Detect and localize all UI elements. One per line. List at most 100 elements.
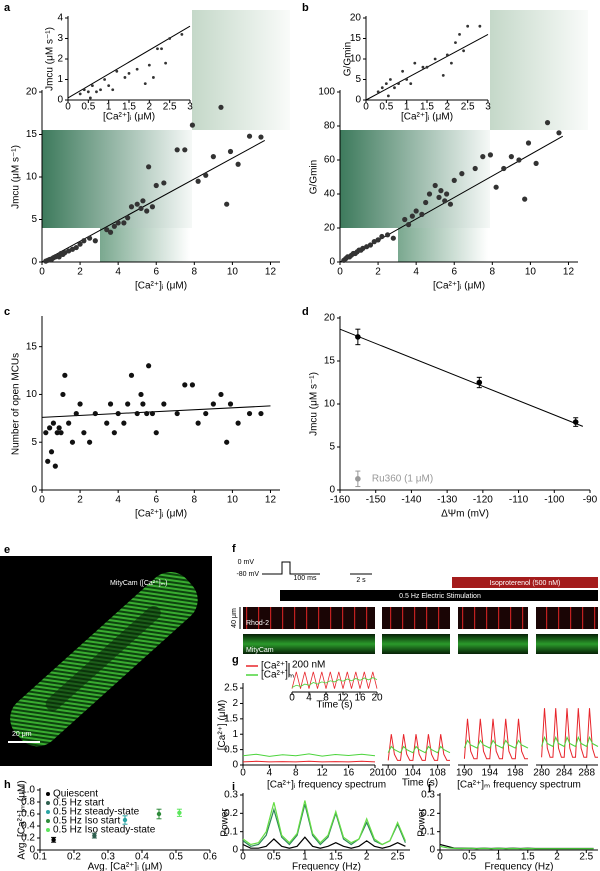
y-tick-label: 0 bbox=[29, 845, 35, 856]
x-tick-label: 12 bbox=[265, 267, 277, 278]
point bbox=[480, 154, 486, 160]
point bbox=[43, 430, 49, 436]
point bbox=[111, 88, 115, 92]
x-tick-label: 108 bbox=[429, 768, 446, 779]
point bbox=[454, 41, 457, 44]
point bbox=[426, 191, 433, 197]
x-tick-label: 12 bbox=[265, 495, 277, 506]
point bbox=[92, 238, 98, 244]
y-tick-label: 3 bbox=[57, 33, 63, 44]
point bbox=[122, 817, 128, 823]
point bbox=[409, 213, 415, 219]
x-tick-label: 104 bbox=[405, 768, 422, 779]
point bbox=[115, 69, 119, 73]
y-axis-label: Jmcu (μM s⁻¹) bbox=[44, 27, 55, 91]
panel-letter: c bbox=[4, 306, 10, 318]
x-tick-label: 1.5 bbox=[122, 102, 136, 113]
point bbox=[487, 152, 494, 158]
point bbox=[156, 47, 159, 51]
point bbox=[189, 122, 196, 128]
y-axis-label: [Ca²⁺] (μM) bbox=[217, 700, 228, 750]
point bbox=[73, 410, 79, 417]
y-axis-label: Power bbox=[416, 808, 427, 837]
point bbox=[409, 82, 413, 85]
x-tick-label: 1 bbox=[496, 852, 502, 863]
point bbox=[54, 430, 60, 436]
point bbox=[218, 104, 224, 110]
point bbox=[104, 420, 110, 426]
point bbox=[128, 372, 135, 378]
point bbox=[81, 238, 87, 244]
stim-label: 0.5 Hz Electric Stimulation bbox=[399, 593, 481, 600]
point bbox=[235, 420, 241, 426]
point bbox=[210, 401, 216, 407]
x-tick-label: -140 bbox=[401, 495, 421, 506]
x-tick-label: 4 bbox=[115, 267, 121, 278]
point bbox=[111, 430, 117, 436]
point bbox=[62, 372, 68, 378]
point bbox=[168, 37, 172, 40]
point bbox=[203, 410, 209, 417]
legend-marker bbox=[46, 819, 50, 823]
x-tick-label: 0.5 bbox=[379, 102, 393, 113]
x-axis-label: [Ca²⁺]ᵢ (μM) bbox=[401, 111, 453, 122]
point bbox=[81, 430, 87, 436]
dye-label: Rhod-2 bbox=[246, 620, 269, 627]
point bbox=[258, 410, 264, 417]
point bbox=[69, 439, 76, 445]
point bbox=[522, 196, 528, 202]
point bbox=[147, 63, 151, 67]
x-tick-label: 2 bbox=[364, 852, 370, 863]
legend-label: Quiescent bbox=[53, 789, 98, 800]
point bbox=[419, 211, 425, 217]
point bbox=[107, 84, 111, 88]
point bbox=[445, 53, 449, 57]
x-tick-label: 1.5 bbox=[521, 852, 535, 863]
point bbox=[48, 449, 55, 455]
point bbox=[438, 188, 444, 194]
panel-letter: a bbox=[4, 2, 11, 14]
y-tick-label: 60 bbox=[324, 155, 336, 166]
x-tick-label: 100 bbox=[380, 768, 397, 779]
x-tick-label: 0 bbox=[289, 693, 295, 704]
point bbox=[58, 430, 64, 436]
y-tick-label: 5 bbox=[31, 437, 37, 448]
y-tick-label: 0.3 bbox=[224, 790, 238, 801]
point bbox=[572, 419, 579, 425]
trace-line bbox=[242, 753, 376, 757]
legend-marker bbox=[46, 801, 50, 805]
point bbox=[393, 86, 396, 90]
point bbox=[87, 235, 93, 241]
legend-label: 0.5 Hz steady-state bbox=[53, 807, 140, 818]
point bbox=[121, 220, 127, 226]
y-tick-label: 10 bbox=[26, 172, 38, 183]
point bbox=[164, 61, 168, 65]
x-tick-label: 1.5 bbox=[329, 852, 343, 863]
x-tick-label: 3 bbox=[187, 102, 193, 113]
point bbox=[355, 334, 361, 340]
series-line bbox=[242, 836, 406, 849]
point bbox=[125, 401, 131, 407]
point bbox=[413, 61, 417, 65]
point bbox=[182, 382, 188, 388]
point bbox=[224, 201, 230, 207]
x-tick-label: 1 bbox=[302, 852, 308, 863]
point bbox=[87, 439, 93, 445]
shading-a bbox=[42, 10, 290, 262]
point bbox=[140, 198, 146, 204]
point bbox=[405, 222, 412, 228]
trace-line bbox=[463, 739, 529, 749]
drug-label: Isoproterenol (500 nM) bbox=[490, 580, 561, 587]
point bbox=[397, 82, 400, 85]
point bbox=[195, 420, 201, 426]
x-tick-label: 6 bbox=[153, 495, 159, 506]
point bbox=[146, 164, 152, 170]
y-tick-label: 15 bbox=[324, 356, 336, 367]
y-tick-label: 0 bbox=[232, 845, 238, 856]
x-tick-label: 190 bbox=[456, 768, 473, 779]
voltage-label: -80 mV bbox=[236, 571, 259, 578]
series-line bbox=[242, 800, 406, 846]
point bbox=[425, 65, 429, 69]
point bbox=[389, 78, 392, 81]
trace-line bbox=[541, 708, 598, 758]
